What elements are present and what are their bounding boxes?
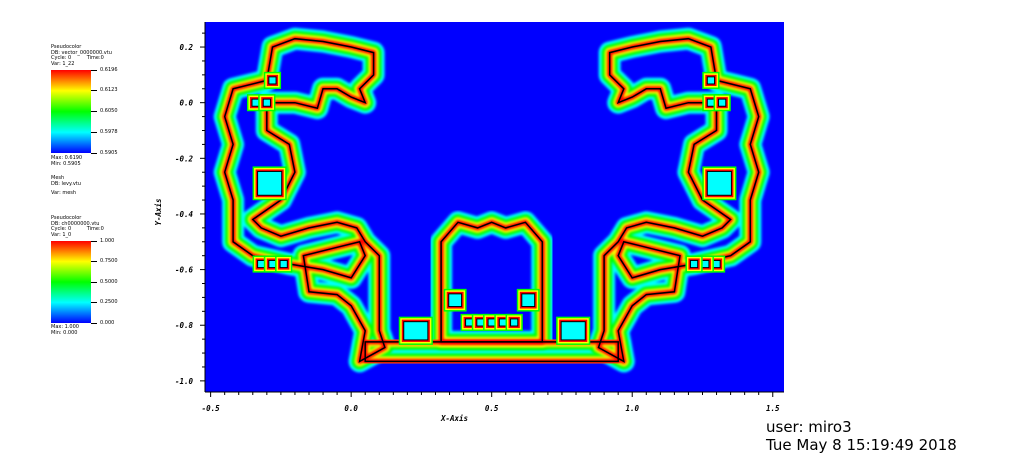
mesh-cell [701, 259, 710, 269]
mesh-cell [257, 259, 266, 269]
mesh-boundary-line [223, 37, 386, 363]
legend-vector-min: Min: 0.5905 [51, 160, 81, 167]
legend-vector-tick-label: 0.5978 [100, 129, 118, 135]
y-axis-label: Y-Axis [154, 198, 163, 225]
legend-mesh-db: DB: levy.vtu [51, 180, 81, 187]
legend-charac-header: Pseudocolor DB: ch0000000.vtu Cycle: 0 T… [51, 215, 104, 238]
legend-vector-minmax: Max: 0.6190 Min: 0.5905 [51, 155, 83, 167]
mesh-cell [268, 259, 277, 269]
legend-vector-tick [91, 90, 97, 91]
y-tick-label: -1.0 [175, 377, 194, 386]
legend-vector-tick [91, 111, 97, 112]
legend-vector-tick-label: 0.6123 [100, 87, 118, 93]
legend-vector-cycle-time: Cycle: 0 Time:0 [51, 55, 112, 62]
legend-charac-tick [91, 241, 97, 242]
mesh-cell [718, 98, 727, 107]
mesh-cell [268, 76, 277, 85]
legend-vector-tick-label: 0.5905 [100, 150, 118, 156]
y-tick-label: -0.4 [175, 210, 194, 219]
mesh-boundary-line [364, 341, 619, 363]
plot-axes: -0.5 0.0 0.5 1.0 1.5 0.2 0.0 -0.2 -0.4 -0.6 -0.8 -1… [175, 22, 784, 413]
legend-vector-tick-label: 0.6050 [100, 108, 118, 114]
y-tick-label: -0.2 [175, 154, 194, 163]
y-tick-label: 0.2 [179, 43, 193, 52]
mesh-cell [262, 98, 271, 107]
legend-charac-var: Var: 1_0 [51, 231, 72, 238]
legend-vector-header: Pseudocolor DB: vector_0000000.vtu Cycle… [51, 44, 112, 67]
y-tick-label: -0.6 [175, 266, 194, 275]
legend-charac-tick [91, 302, 97, 303]
mesh-cell [706, 98, 716, 107]
legend-mesh: Mesh DB: levy.vtu Var: mesh [51, 175, 81, 197]
legend-vector-title: Pseudocolor [51, 44, 82, 50]
mesh-cell [706, 76, 716, 85]
legend-vector-time: Time:0 [86, 55, 104, 62]
mesh-cell [560, 321, 586, 341]
mesh-cell [251, 98, 260, 107]
x-tick-label: 1.0 [625, 404, 639, 413]
mesh-cell [521, 293, 536, 308]
legend-charac-tick-label: 0.2500 [100, 299, 118, 305]
legend-vector-db: DB: vector_0000000.vtu [51, 49, 112, 56]
legend-charac-tick-label: 0.000 [100, 320, 115, 326]
legend-charac-min: Min: 0.000 [51, 329, 78, 336]
legend-charac-tick-label: 0.5000 [100, 279, 118, 285]
legend-charac-tick-label: 0.7500 [100, 258, 118, 264]
legend-mesh-title: Mesh [51, 175, 65, 181]
user-label: user: miro3 [766, 418, 852, 436]
legend-mesh-var: Var: mesh [51, 190, 77, 197]
legend-charac-tick [91, 323, 97, 324]
x-axis-label: X-Axis [440, 414, 468, 423]
mesh-cell [712, 259, 721, 269]
legend-vector-tick [91, 70, 97, 71]
legend-charac-cycle-time: Cycle: 0 Time:0 [51, 226, 104, 233]
mesh-cell [476, 318, 485, 327]
legend-charac-title: Pseudocolor [51, 215, 82, 221]
mesh-cell [448, 293, 463, 308]
legend-vector-max: Max: 0.6190 [51, 155, 83, 161]
legend-charac-tick [91, 261, 97, 262]
legend-charac-max: Max: 1.000 [51, 324, 79, 330]
mesh-cell [706, 170, 732, 196]
x-tick-label: 0.5 [485, 404, 499, 413]
legend-charac-minmax: Max: 1.000 Min: 0.000 [51, 324, 79, 336]
legend-vector-tick [91, 153, 97, 154]
legend-vector-colorbar [51, 70, 91, 153]
mesh-cells [246, 71, 737, 345]
timestamp: Tue May 8 15:19:49 2018 [766, 436, 957, 454]
legend-charac-cycle: Cycle: 0 [51, 226, 72, 233]
mesh-cell [279, 259, 288, 269]
legend-charac-time: Time:0 [86, 226, 104, 233]
mesh-cell [465, 318, 474, 327]
legend-vector-var: Var: 1_22 [51, 60, 75, 67]
y-tick-label: 0.0 [179, 99, 193, 108]
y-tick-label: -0.8 [175, 321, 194, 330]
x-tick-label: -0.5 [202, 404, 221, 413]
mesh-boundary-line [597, 37, 760, 363]
legend-charac-colorbar [51, 241, 91, 323]
mesh-cell [498, 318, 508, 327]
legend-vector-cycle: Cycle: 0 [51, 55, 72, 62]
mesh-cell [257, 170, 283, 196]
mesh-cell [403, 321, 429, 341]
x-tick-label: 0.0 [344, 404, 358, 413]
mesh-boundary-line [440, 221, 544, 343]
legend-vector-tick-label: 0.6196 [100, 67, 118, 73]
contour-bands [213, 27, 770, 373]
legend-charac-db: DB: ch0000000.vtu [51, 220, 100, 227]
mesh-cell [487, 318, 496, 327]
mesh-cell [510, 318, 519, 327]
legend-charac-tick-label: 1.000 [100, 238, 115, 244]
mesh-cell [689, 259, 699, 269]
x-tick-label: 1.5 [766, 404, 780, 413]
legend-charac-tick [91, 282, 97, 283]
legend-vector-tick [91, 132, 97, 133]
